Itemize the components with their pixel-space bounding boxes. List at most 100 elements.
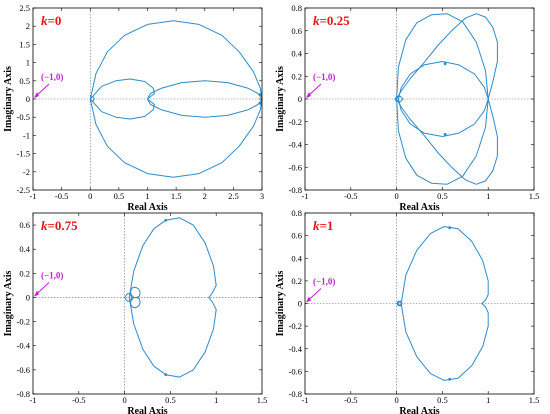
critical-point-arrowhead (34, 92, 39, 98)
y-tick-label: 0 (26, 94, 30, 104)
curve-marker-1 (443, 62, 447, 66)
plot-frame (32, 212, 263, 395)
nyquist-curve-3 (396, 300, 403, 307)
x-tick-label: 1 (486, 395, 490, 405)
panel-label: k=1 (313, 218, 333, 233)
x-tick-label: 0.5 (114, 191, 125, 201)
y-tick-label: 1.5 (19, 39, 30, 49)
y-tick-label: -0.4 (289, 140, 303, 150)
nyquist-curve-2 (400, 303, 489, 381)
nyquist-curve-5 (89, 96, 95, 102)
y-tick-label: 0.2 (19, 268, 30, 278)
y-tick-label: 0.6 (291, 26, 302, 36)
y-tick-label: -2 (23, 167, 30, 177)
curve-marker-1 (448, 226, 452, 230)
panel-label-variable: k (41, 13, 48, 28)
x-tick-label: 1.5 (171, 191, 182, 201)
panel-label-value: =0.25 (320, 13, 351, 28)
panel-label-variable: k (313, 13, 320, 28)
y-tick-label: 0.2 (291, 71, 302, 81)
panel-label: k=0.75 (41, 218, 78, 233)
nyquist-curve-5 (130, 297, 141, 309)
nyquist-curve-2 (89, 98, 263, 178)
y-tick-label: 0 (298, 94, 302, 104)
x-tick-label: -0.5 (344, 191, 357, 201)
nyquist-curve-6 (394, 95, 404, 103)
x-tick-label: -0.5 (55, 191, 68, 201)
y-tick-label: -0.6 (289, 162, 302, 172)
nyquist-curve-1 (128, 217, 217, 298)
x-axis-label: Real Axis (127, 406, 167, 414)
y-tick-label: 0 (26, 292, 30, 302)
x-tick-label: 0 (122, 395, 126, 405)
y-tick-label: -1 (23, 130, 30, 140)
chart-panel-4: -1 -0.5 0 0.5 1 1.5 0.8 0.6 0.4 0.2 0 -0.2 -0.4 -0.6 -… (275, 208, 539, 414)
critical-point-label: (−1,0) (313, 72, 335, 82)
nyquist-curve-1 (89, 20, 263, 100)
x-tick-label: 1.5 (529, 191, 540, 201)
y-tick-label: 0.8 (291, 208, 302, 218)
x-tick-label: -1 (301, 191, 308, 201)
x-tick-label: 1 (214, 395, 218, 405)
y-tick-label: 1 (26, 58, 30, 68)
panel-label-value: =0.75 (48, 218, 79, 233)
nyquist-curve-4 (397, 301, 402, 306)
y-tick-label: -0.8 (17, 389, 30, 399)
panel-label-value: =0 (48, 13, 62, 28)
y-tick-label: -0.6 (289, 366, 302, 376)
y-tick-label: -0.4 (289, 344, 303, 354)
y-tick-label: 0.6 (291, 231, 302, 241)
y-tick-label: 0.5 (19, 76, 30, 86)
y-tick-label: -0.6 (17, 365, 30, 375)
x-tick-label: 0 (88, 191, 92, 201)
x-tick-label: 1.5 (257, 395, 268, 405)
nyquist-curve-4 (396, 98, 498, 185)
critical-point-label: (−1,0) (41, 72, 63, 82)
x-tick-label: 2 (203, 191, 207, 201)
critical-point-arrowhead (34, 290, 39, 297)
x-tick-label: 0.5 (437, 191, 448, 201)
x-tick-label: 0 (394, 395, 398, 405)
curve-marker-1 (164, 218, 168, 222)
curve-marker-2 (164, 373, 168, 377)
x-tick-label: 3 (260, 191, 264, 201)
x-tick-label: 0 (394, 191, 398, 201)
nyquist-curve-4 (130, 286, 141, 298)
nyquist-curve-2 (128, 297, 217, 378)
y-tick-label: -0.8 (289, 185, 302, 195)
critical-point-arrowhead (306, 296, 311, 303)
y-tick-label: 0.6 (19, 220, 30, 230)
x-tick-label: 1 (145, 191, 149, 201)
x-tick-label: 1 (486, 191, 490, 201)
nyquist-curve-3 (89, 78, 263, 118)
nyquist-curve-1 (396, 13, 489, 100)
panel-label-value: =1 (320, 218, 334, 233)
curve-marker-2 (443, 132, 447, 136)
chart-panel-1: -1 -0.5 0 0.5 1 1.5 2 2.5 3 2.5 2 1.5 1 0.5 0 -0.5 -1 -1.… (3, 3, 264, 213)
y-tick-label: -1.5 (17, 149, 30, 159)
x-tick-label: -1 (301, 395, 308, 405)
critical-point-label: (−1,0) (313, 277, 335, 287)
x-axis-label: Real Axis (399, 202, 439, 213)
x-axis-label: Real Axis (399, 406, 439, 414)
y-tick-label: -0.2 (289, 117, 302, 127)
x-tick-label: -1 (29, 191, 36, 201)
panel-label-variable: k (313, 218, 320, 233)
x-tick-label: 1.5 (529, 395, 540, 405)
chart-panel-2: -1 -0.5 0 0.5 1 1.5 0.8 0.6 0.4 0.2 0 -0.2 -0.4 -0.6 -… (275, 3, 539, 213)
y-tick-label: 0 (298, 299, 302, 309)
nyquist-curve-5 (397, 61, 489, 137)
y-axis-label: Imaginary Axis (3, 66, 14, 132)
y-tick-label: -0.8 (289, 389, 302, 399)
chart-panel-3: -1 -0.5 0 0.5 1 1.5 0.6 0.4 0.2 0 -0.2 -0.4 -0.6 -0.8… (3, 212, 268, 414)
y-tick-label: 2.5 (19, 3, 30, 13)
y-tick-label: 0.4 (291, 49, 302, 59)
curve-marker-1 (258, 93, 262, 97)
x-tick-label: 0.5 (437, 395, 448, 405)
x-tick-label: -0.5 (72, 395, 85, 405)
y-tick-label: -0.4 (17, 341, 31, 351)
y-axis-label: Imaginary Axis (3, 270, 14, 336)
panel-label: k=0 (41, 13, 61, 28)
panel-label-variable: k (41, 218, 48, 233)
y-tick-label: -2.5 (17, 185, 30, 195)
